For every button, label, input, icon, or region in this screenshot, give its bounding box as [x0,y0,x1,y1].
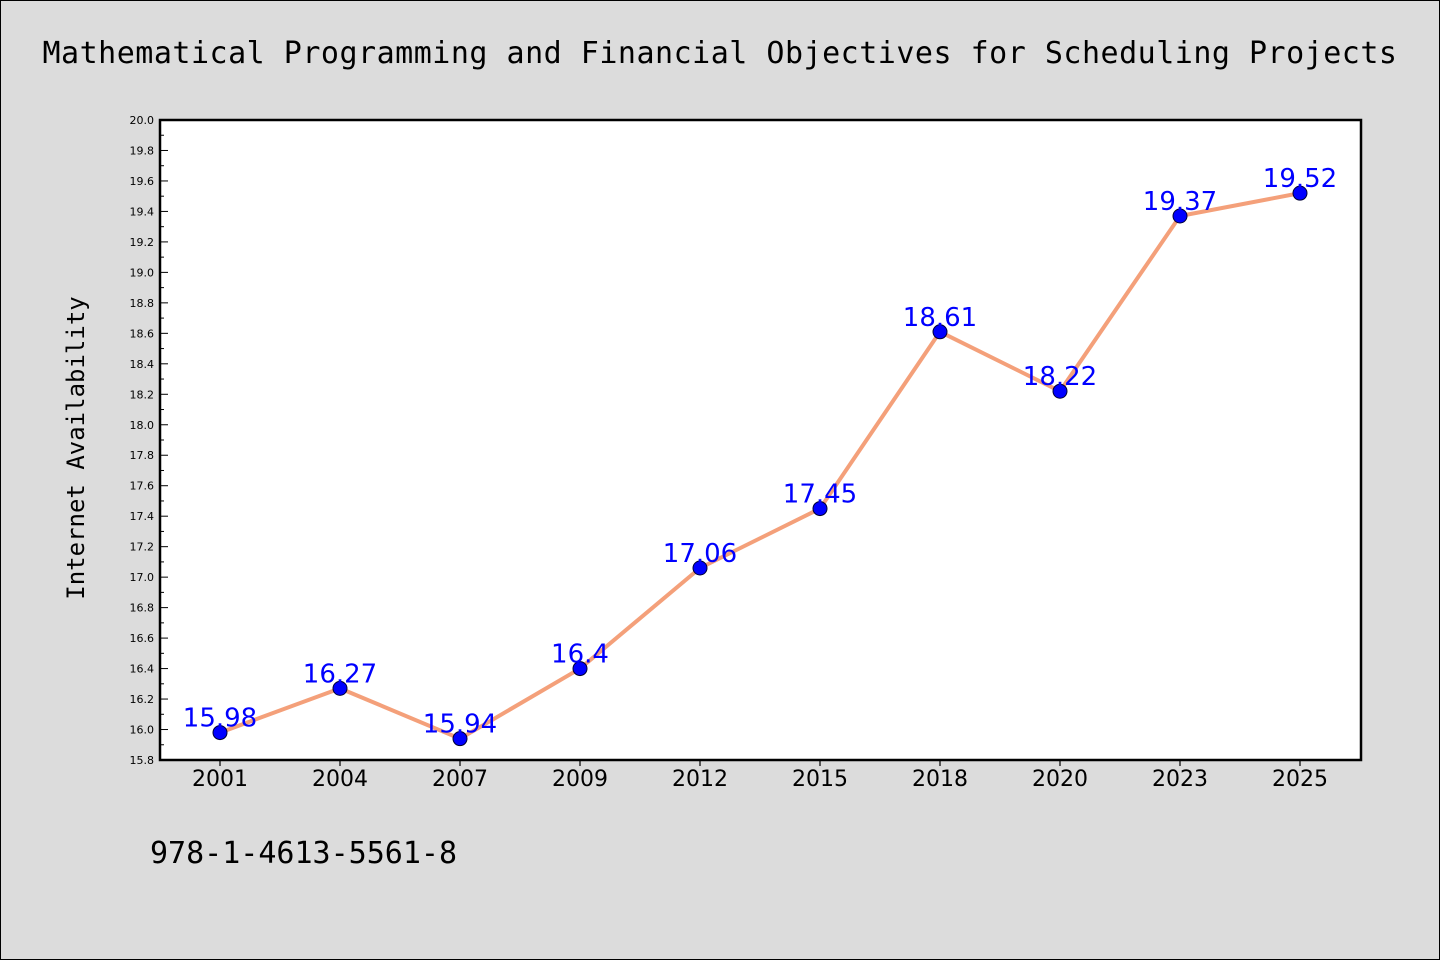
x-tick-label: 2004 [312,767,368,792]
data-label: 15.94 [423,710,497,740]
plot-border [158,118,1363,762]
data-point [1292,185,1308,201]
footer-isbn: 978-1-4613-5561-8 [150,836,458,871]
y-tick-label: 16.4 [130,663,155,676]
series-line [218,191,1302,741]
y-tick-label: 18.6 [130,327,155,340]
y-tick-label: 17.6 [130,480,155,493]
data-point [572,661,588,677]
y-tick-label: 17.8 [130,449,155,462]
y-tick-label: 15.8 [130,754,155,767]
x-tick-label: 2020 [1032,767,1088,792]
y-tick-label: 18.2 [130,388,155,401]
data-label: 17.45 [783,480,857,510]
data-point [932,324,948,340]
data-label: 19.52 [1263,164,1337,194]
y-tick-label: 19.6 [130,175,155,188]
data-label: 18.61 [903,303,977,333]
data-label: 16.4 [551,640,609,670]
data-point [692,560,708,576]
y-tick-label: 18.4 [130,358,155,371]
x-tick-label: 2007 [432,767,488,792]
x-tick-label: 2015 [792,767,848,792]
x-tick-label: 2009 [552,767,608,792]
x-tick-label: 2001 [192,767,248,792]
data-label: 15.98 [183,704,257,734]
x-tick-label: 2018 [912,767,968,792]
chart-title: Mathematical Programming and Financial O… [42,36,1398,71]
data-label: 19.37 [1143,187,1217,217]
y-tick-label: 17.2 [130,541,155,554]
y-tick-label: 16.6 [130,632,155,645]
y-tick-label: 16.2 [130,693,155,706]
x-tick-label: 2025 [1272,767,1328,792]
y-tick-label: 16.8 [130,602,155,615]
data-point [452,731,468,747]
y-tick-label: 19.2 [130,236,155,249]
y-tick-label: 17.4 [130,510,155,523]
y-tick-label: 16.0 [130,724,155,737]
y-tick-label: 19.4 [130,205,155,218]
data-label: 18.22 [1023,362,1097,392]
data-label: 16.27 [303,659,377,689]
y-tick-label: 19.0 [130,266,155,279]
y-tick-label: 19.8 [130,144,155,157]
y-tick-label: 18.8 [130,297,155,310]
x-tick-label: 2023 [1152,767,1208,792]
data-point [212,725,228,741]
data-point [1172,208,1188,224]
y-tick-label: 20.0 [130,114,155,127]
data-point [332,680,348,696]
y-tick-label: 18.0 [130,419,155,432]
data-label: 17.06 [663,539,737,569]
data-point [812,501,828,517]
y-tick-label: 17.0 [130,571,155,584]
x-tick-label: 2012 [672,767,728,792]
plot-area [160,120,1361,760]
data-point [1052,383,1068,399]
